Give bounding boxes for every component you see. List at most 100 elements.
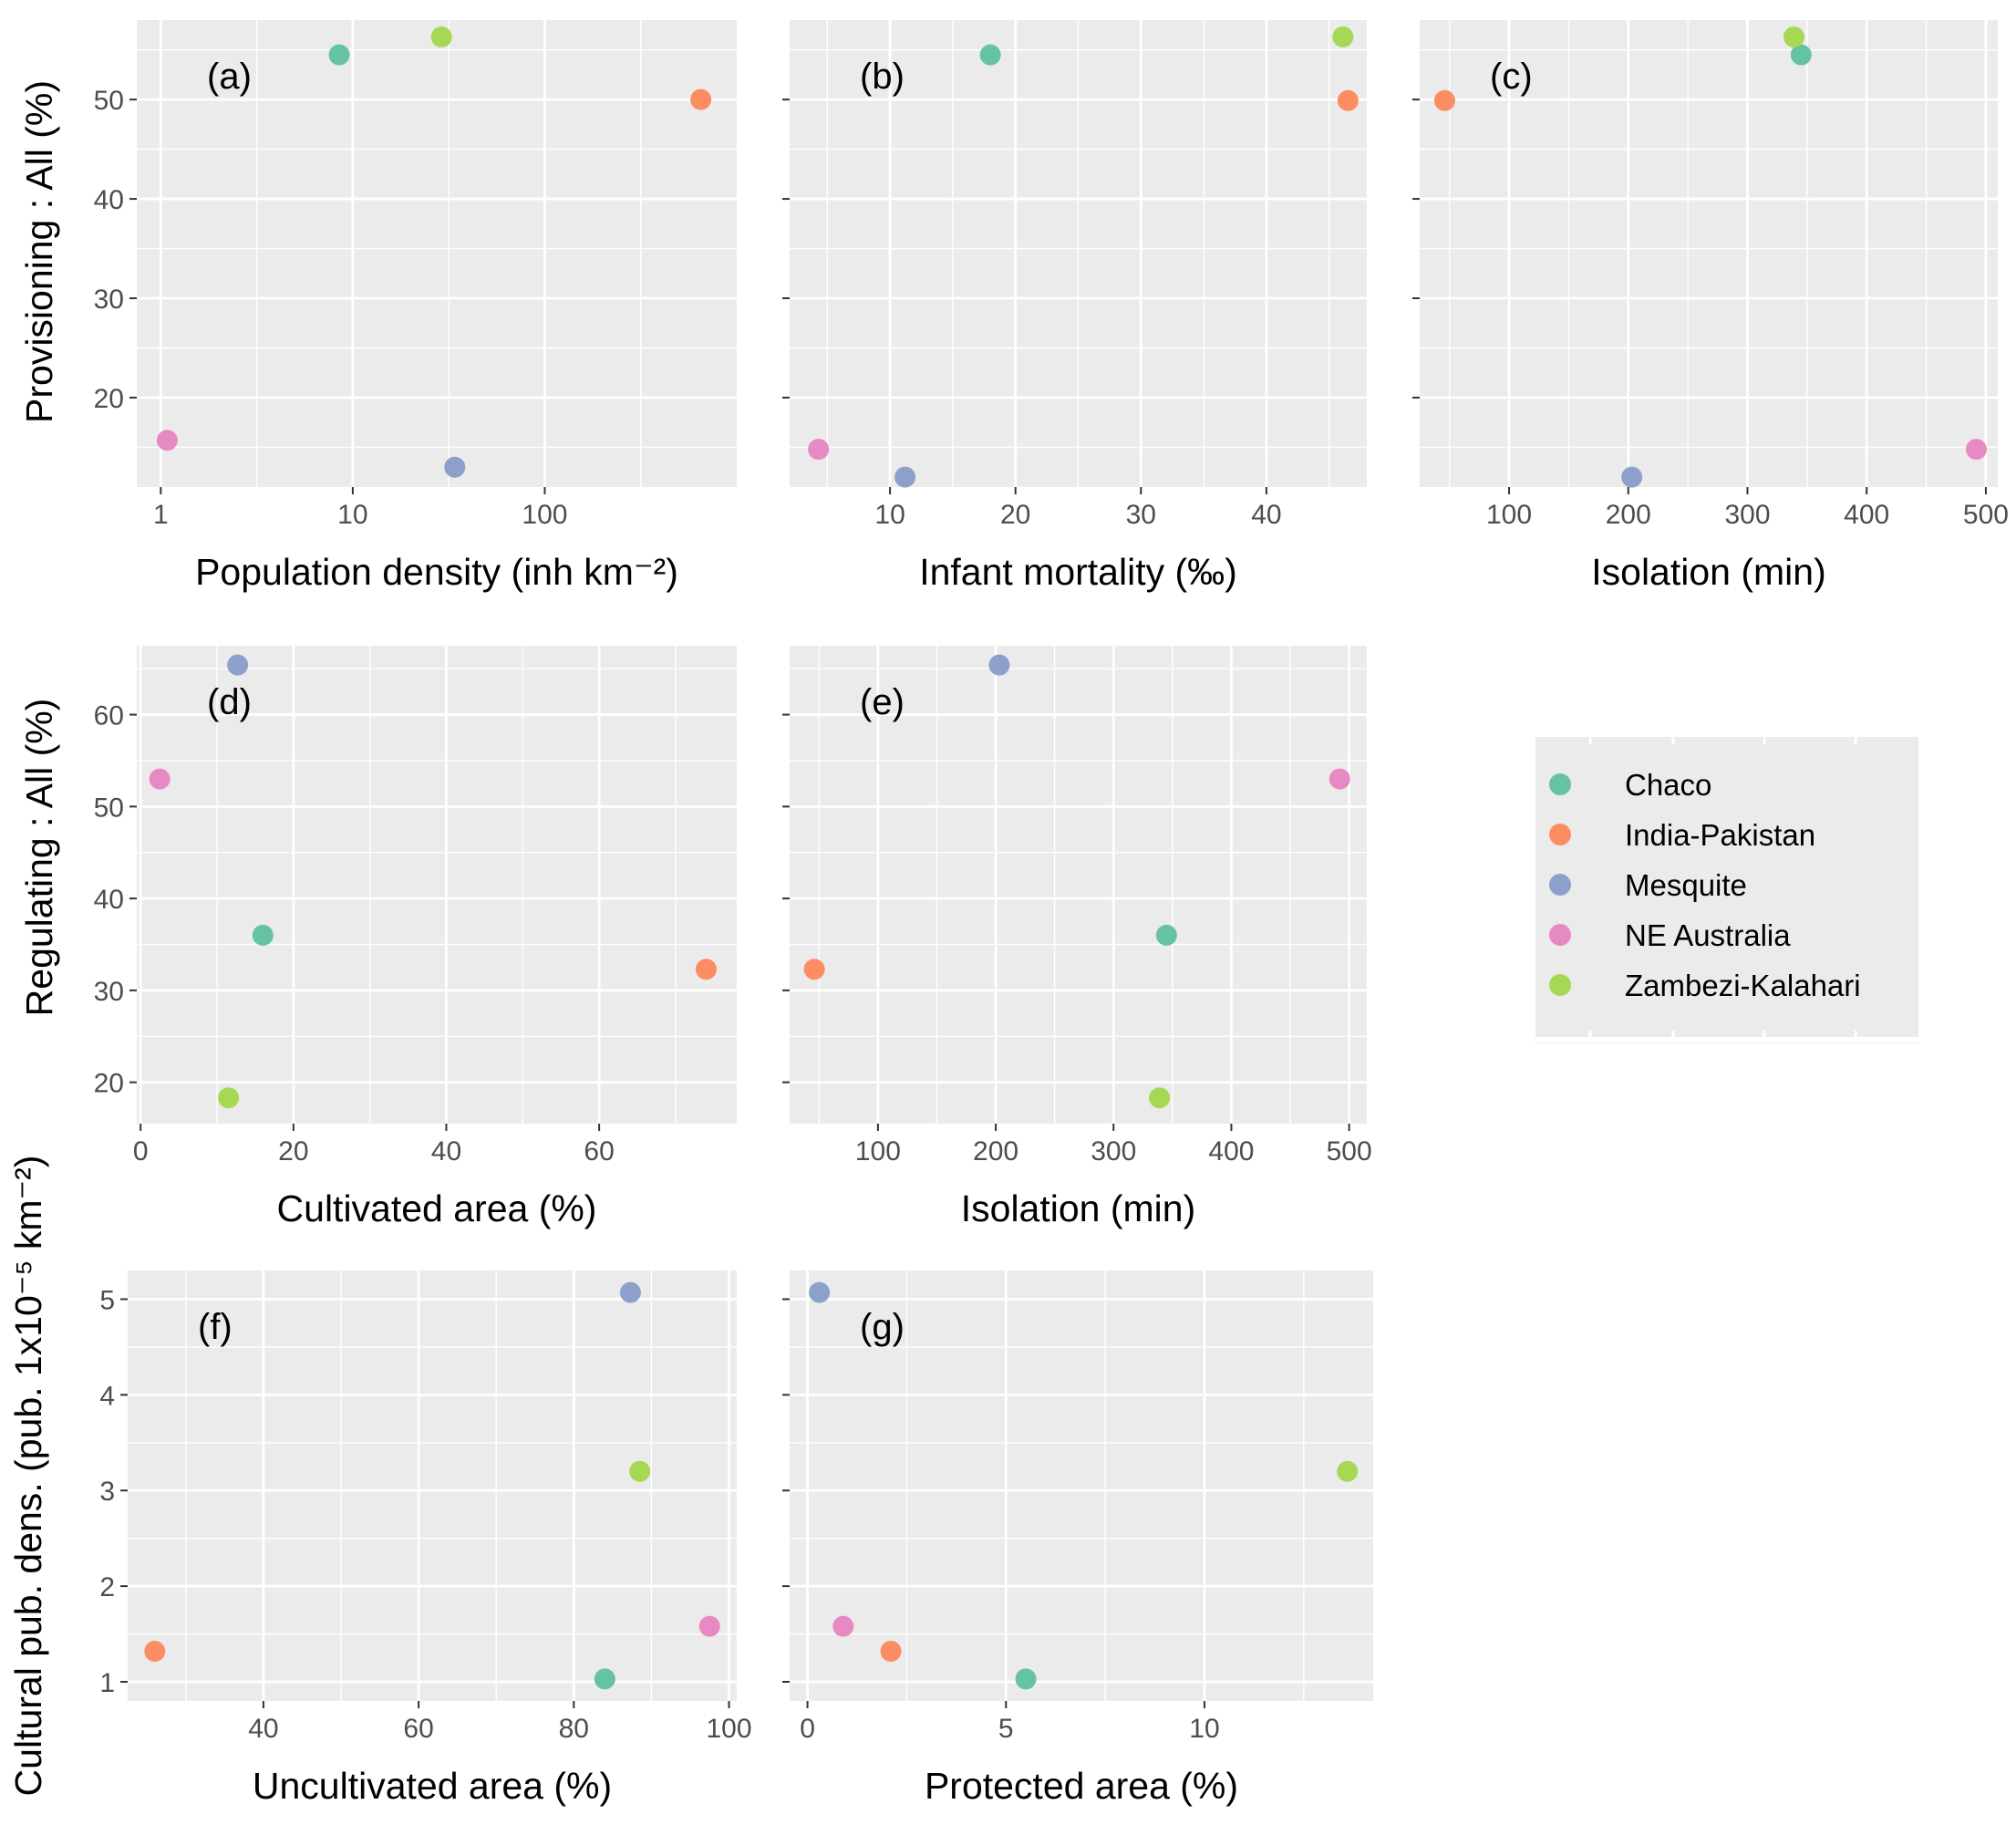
x-tick-label: 40 [1251, 500, 1281, 530]
point-mesquite [1621, 466, 1643, 488]
point-chaco [979, 44, 1001, 66]
legend-label: Zambezi-Kalahari [1625, 969, 1861, 1002]
point-india-pakistan [695, 959, 717, 980]
legend-key [1549, 924, 1571, 946]
gridlines [137, 20, 737, 487]
panel-tag: (b) [860, 57, 905, 97]
point-ne-australia [149, 768, 171, 790]
y-tick-label: 5 [99, 1285, 115, 1315]
row-label-provisioning: Provisioning : All (%) [18, 80, 60, 423]
y-tick-label: 30 [94, 285, 124, 315]
y-tick-label: 20 [94, 384, 124, 414]
legend-item: India-Pakistan [1549, 818, 1815, 852]
point-chaco [328, 44, 350, 66]
x-tick-label: 200 [973, 1136, 1018, 1167]
x-tick-label: 400 [1844, 500, 1889, 530]
panel-tag: (g) [860, 1307, 905, 1347]
point-chaco [594, 1668, 615, 1690]
gridlines [790, 20, 1367, 487]
x-axis-title: Isolation (min) [1591, 551, 1825, 593]
point-india-pakistan [803, 959, 825, 980]
point-ne-australia [156, 430, 178, 451]
x-tick-label: 400 [1208, 1136, 1254, 1167]
legend-item: Zambezi-Kalahari [1549, 969, 1861, 1002]
point-chaco [252, 924, 274, 946]
x-tick-label: 100 [706, 1714, 751, 1744]
panel-e: 100 200 300 400 500 (e) Isolation (min) [782, 646, 1372, 1229]
y-tick-label: 1 [99, 1668, 115, 1698]
point-india-pakistan [690, 88, 712, 110]
panel-tag: (c) [1490, 57, 1533, 97]
gridlines [1420, 20, 1998, 487]
point-mesquite [894, 466, 916, 488]
x-axis-title: Protected area (%) [925, 1765, 1238, 1807]
x-axis-title: Cultivated area (%) [277, 1187, 597, 1229]
x-tick-label: 10 [1189, 1714, 1219, 1744]
y-tick-label: 60 [94, 701, 124, 731]
x-tick-label: 500 [1327, 1136, 1372, 1167]
point-india-pakistan [880, 1640, 902, 1662]
point-zambezi-kalahari [218, 1087, 240, 1109]
gridlines [790, 1270, 1373, 1701]
x-tick-label: 60 [584, 1136, 614, 1167]
y-tick-label: 50 [94, 793, 124, 823]
legend-label: India-Pakistan [1625, 818, 1815, 852]
panel-background [1420, 20, 1998, 487]
x-tick-label: 1 [153, 500, 169, 530]
x-tick-label: 40 [431, 1136, 461, 1167]
y-tick-label: 4 [99, 1381, 115, 1411]
point-mesquite [444, 456, 466, 478]
x-tick-label: 300 [1724, 500, 1770, 530]
gridlines [128, 1270, 737, 1701]
point-zambezi-kalahari [1783, 26, 1804, 48]
point-india-pakistan [1433, 89, 1455, 111]
point-chaco [1155, 924, 1177, 946]
panel-background [790, 1270, 1373, 1701]
panel-tag: (a) [207, 57, 252, 97]
point-mesquite [988, 654, 1010, 676]
x-axis-title: Infant mortality (‰) [919, 551, 1237, 593]
x-tick-label: 0 [133, 1136, 149, 1167]
point-zambezi-kalahari [1149, 1087, 1171, 1109]
row-label-cultural: Cultural pub. dens. (pub. 1x10⁻⁵ km⁻²) [7, 1156, 49, 1797]
panel-background [128, 1270, 737, 1701]
x-axis-title: Isolation (min) [961, 1187, 1195, 1229]
point-mesquite [809, 1281, 831, 1303]
y-tick-label: 50 [94, 86, 124, 116]
x-tick-label: 5 [998, 1714, 1014, 1744]
panel-background [137, 646, 737, 1124]
point-ne-australia [808, 439, 830, 461]
x-tick-label: 10 [874, 500, 905, 530]
panel-a: 1 10 100 20 30 40 50 (a) Population density (inh… [94, 20, 737, 593]
panel-b: 10 20 30 40 (b) Infant mortality (‰) [782, 20, 1367, 593]
panel-g: 0 5 10 (g) Protected area (%) [782, 1270, 1373, 1807]
legend-label: Mesquite [1625, 868, 1747, 902]
y-tick-label: 2 [99, 1572, 115, 1602]
x-tick-label: 10 [337, 500, 367, 530]
point-mesquite [227, 654, 249, 676]
row-label-regulating: Regulating : All (%) [18, 699, 60, 1017]
x-tick-label: 20 [278, 1136, 308, 1167]
point-india-pakistan [144, 1640, 166, 1662]
panel-background [790, 646, 1367, 1124]
point-ne-australia [1965, 439, 1987, 461]
panel-f: 40 60 80 100 1 2 3 4 5 (f) Uncultivated area (%) [99, 1270, 752, 1807]
panel-tag: (e) [860, 682, 905, 722]
legend-key [1549, 824, 1571, 845]
x-axis-title: Uncultivated area (%) [253, 1765, 612, 1807]
y-tick-label: 40 [94, 185, 124, 215]
legend-item: Chaco [1549, 768, 1711, 802]
x-tick-label: 100 [522, 500, 567, 530]
legend-key [1549, 974, 1571, 996]
point-zambezi-kalahari [430, 26, 452, 48]
point-zambezi-kalahari [1337, 1460, 1359, 1482]
x-tick-label: 40 [248, 1714, 278, 1744]
x-axis-title: Population density (inh km⁻²) [195, 551, 678, 593]
legend-background [1535, 735, 1918, 1043]
point-chaco [1790, 44, 1812, 66]
x-tick-label: 80 [559, 1714, 589, 1744]
legend-item: Mesquite [1549, 868, 1747, 902]
point-ne-australia [698, 1615, 720, 1637]
